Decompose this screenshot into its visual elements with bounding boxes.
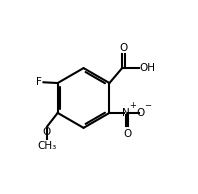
Text: −: − — [144, 101, 151, 110]
Text: CH₃: CH₃ — [38, 141, 57, 151]
Text: F: F — [36, 77, 42, 87]
Text: O: O — [119, 43, 128, 53]
Text: O: O — [42, 127, 51, 137]
Text: +: + — [129, 101, 136, 110]
Text: N: N — [122, 108, 130, 118]
Text: O: O — [137, 108, 145, 118]
Text: OH: OH — [139, 63, 155, 73]
Text: O: O — [123, 129, 131, 139]
